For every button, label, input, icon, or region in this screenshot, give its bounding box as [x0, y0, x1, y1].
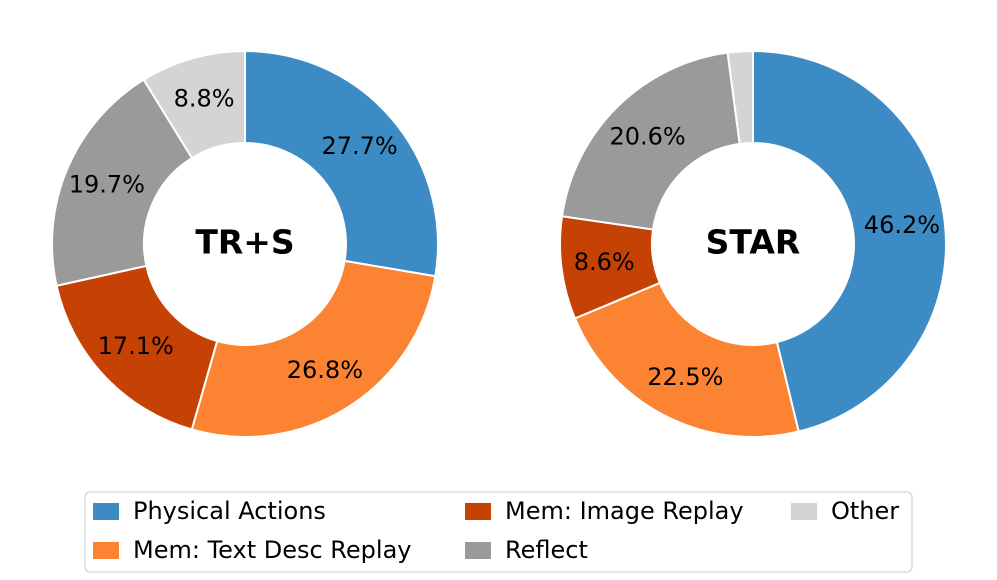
slice-label: 27.7% — [321, 132, 397, 160]
slice-label: 46.2% — [864, 211, 940, 239]
legend-label: Mem: Image Replay — [505, 497, 744, 525]
legend-swatch — [93, 542, 119, 559]
legend-swatch — [791, 503, 817, 520]
chart-title: STAR — [706, 223, 801, 262]
slice-label: 20.6% — [609, 122, 685, 150]
slice-label: 26.8% — [287, 356, 363, 384]
donut-slice — [752, 49, 947, 433]
legend-swatch — [465, 503, 491, 520]
slice-label: 8.6% — [574, 248, 635, 276]
donut-slice — [573, 281, 800, 438]
slice-label: 19.7% — [69, 171, 145, 199]
donut-slice — [142, 49, 246, 160]
legend-box — [84, 491, 913, 573]
slice-label: 17.1% — [98, 332, 174, 360]
legend-label: Physical Actions — [133, 497, 326, 525]
legend-label: Reflect — [505, 536, 588, 564]
legend-label: Mem: Text Desc Replay — [133, 536, 411, 564]
slice-label: 8.8% — [174, 85, 235, 113]
slice-label: 22.5% — [647, 363, 723, 391]
donut-slice — [51, 78, 194, 287]
donut-slice — [55, 264, 219, 431]
donut-slice — [560, 51, 741, 231]
legend-swatch — [93, 503, 119, 520]
legend-swatch — [465, 542, 491, 559]
donut-slice — [726, 49, 754, 146]
legend-label: Other — [831, 497, 899, 525]
donut-slice — [190, 259, 437, 438]
donut-slice — [244, 49, 439, 278]
chart-title: TR+S — [195, 223, 294, 262]
